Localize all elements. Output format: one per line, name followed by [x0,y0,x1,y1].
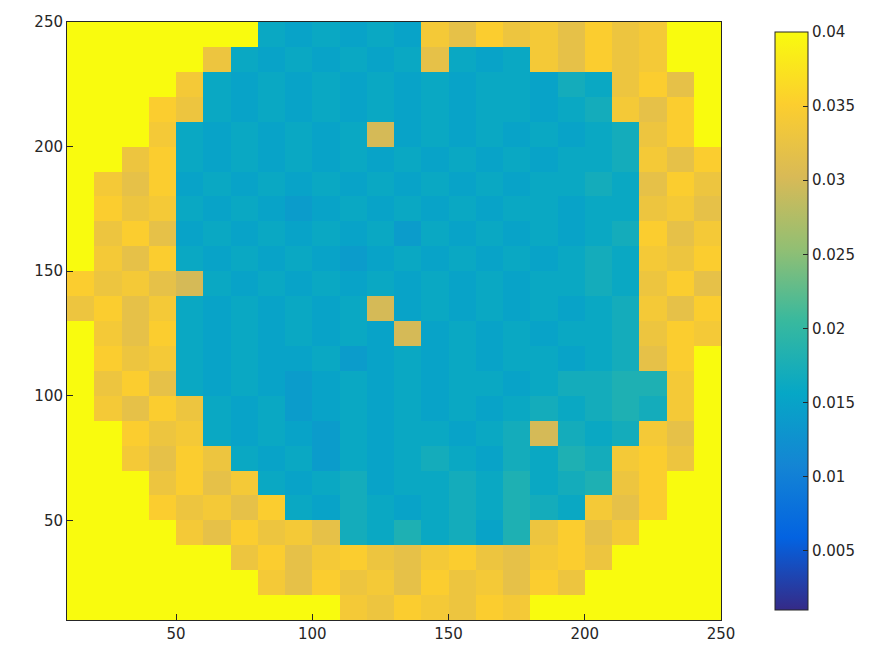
svg-text:250: 250 [707,625,736,643]
svg-text:0.015: 0.015 [812,394,855,412]
svg-text:0.005: 0.005 [812,542,855,560]
svg-text:200: 200 [34,138,63,156]
svg-text:150: 150 [34,262,63,280]
svg-text:0.04: 0.04 [812,23,845,41]
svg-text:0.02: 0.02 [812,320,845,338]
svg-text:100: 100 [298,625,327,643]
svg-text:50: 50 [166,625,185,643]
svg-text:0.035: 0.035 [812,97,855,115]
svg-text:0.03: 0.03 [812,171,845,189]
svg-text:250: 250 [34,13,63,31]
svg-text:0.01: 0.01 [812,468,845,486]
svg-text:100: 100 [34,387,63,405]
svg-text:200: 200 [570,625,599,643]
svg-text:150: 150 [434,625,463,643]
svg-text:0.025: 0.025 [812,246,855,264]
svg-text:50: 50 [44,512,63,530]
